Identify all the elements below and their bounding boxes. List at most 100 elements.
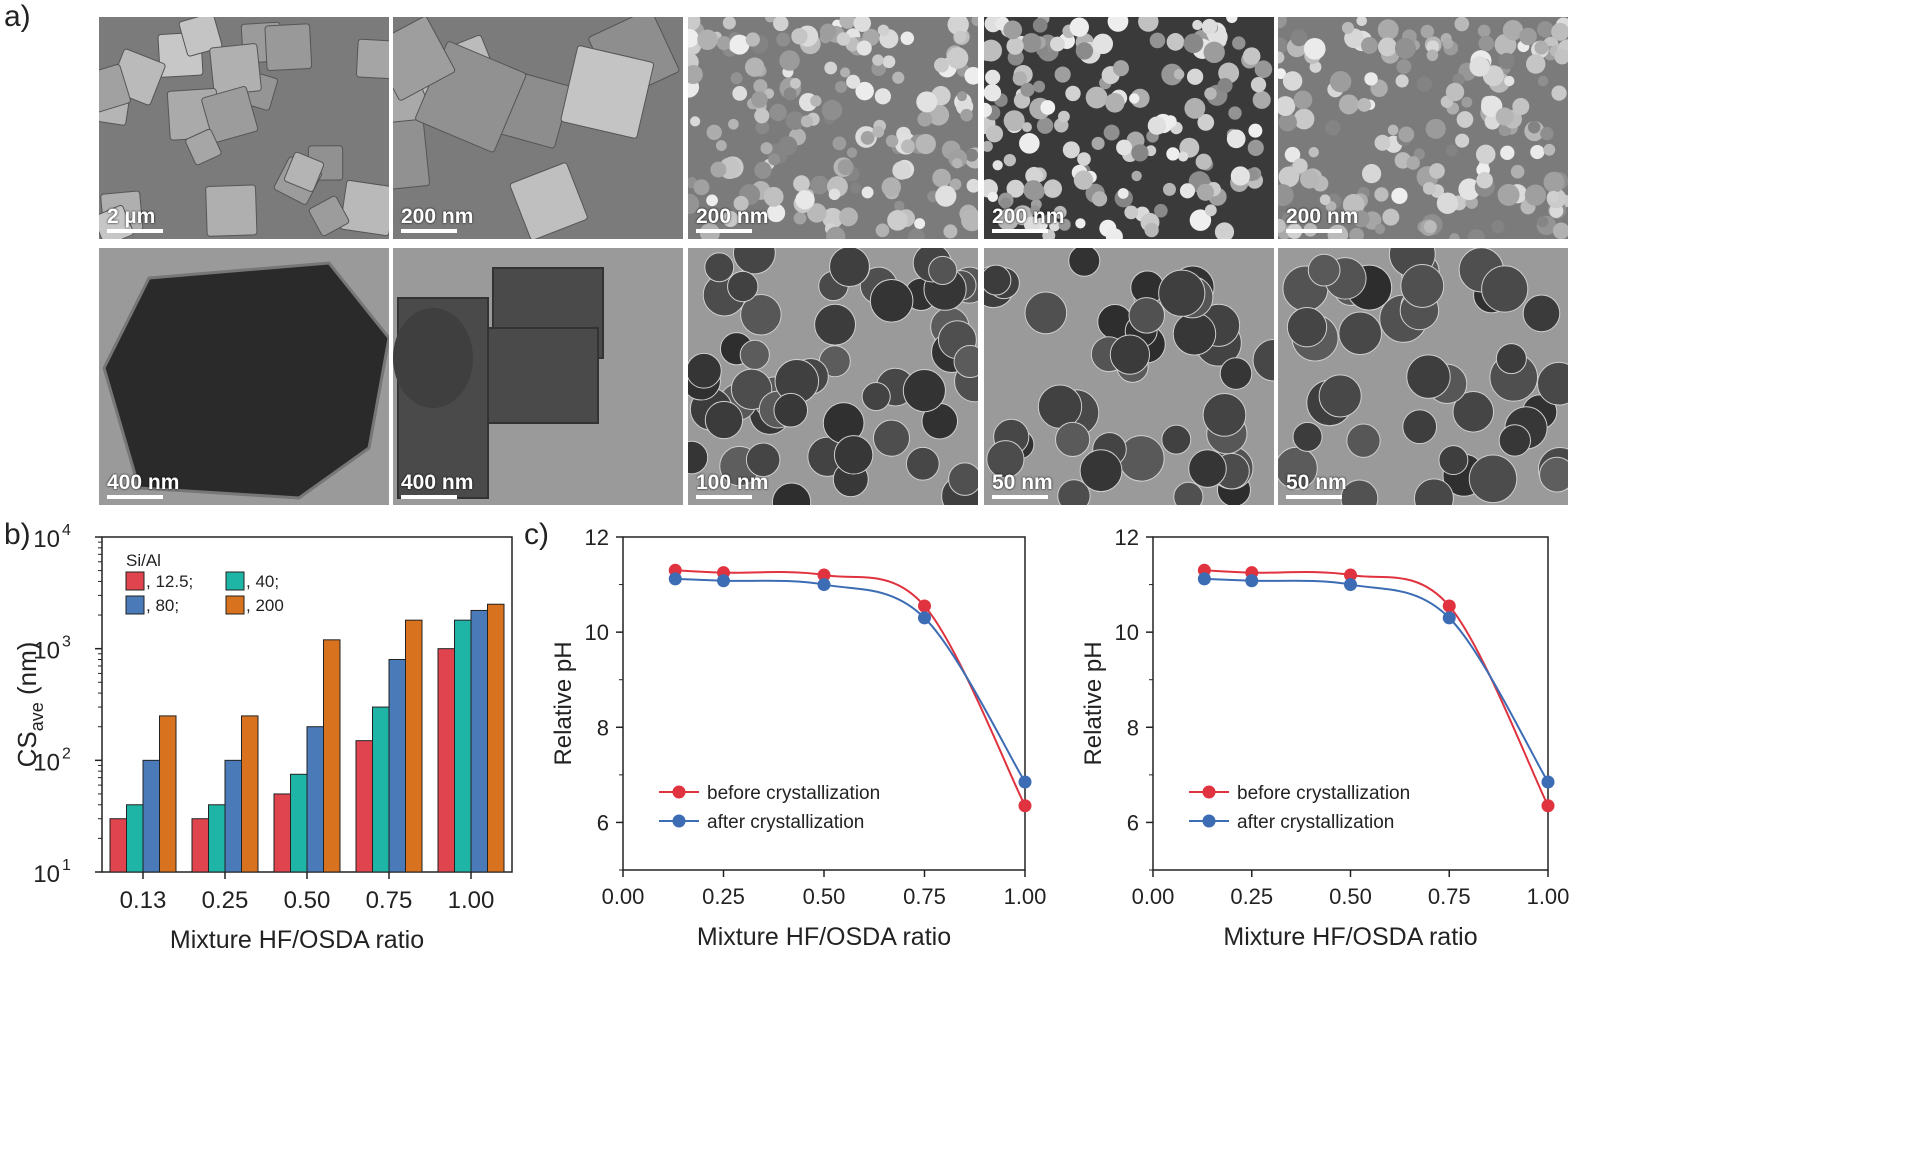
x-tick-label: 0.00 bbox=[1132, 884, 1175, 909]
particle-shape bbox=[1006, 37, 1024, 55]
particle-shape bbox=[1124, 205, 1139, 220]
particle-shape bbox=[971, 17, 978, 27]
particle-shape bbox=[900, 31, 915, 46]
particle-shape bbox=[1217, 77, 1233, 94]
particle-shape bbox=[1394, 37, 1416, 59]
particle-shape bbox=[1203, 41, 1225, 64]
data-point bbox=[918, 611, 931, 625]
particle-shape bbox=[935, 185, 957, 207]
particle-shape bbox=[1183, 33, 1204, 54]
particle-shape bbox=[986, 440, 1025, 479]
particle-shape bbox=[943, 224, 958, 239]
particle-shape bbox=[1252, 90, 1271, 109]
particle-shape bbox=[1398, 126, 1415, 143]
particle-shape bbox=[1445, 144, 1458, 157]
scale-bar bbox=[992, 495, 1048, 499]
particle-shape bbox=[1242, 47, 1261, 65]
particle-shape bbox=[1230, 166, 1250, 186]
particle-shape bbox=[1436, 192, 1459, 214]
particle-shape bbox=[1395, 74, 1409, 88]
x-tick-label: 0.75 bbox=[1428, 884, 1471, 909]
particle-shape bbox=[739, 339, 770, 370]
particle-shape bbox=[1387, 124, 1399, 136]
particle-shape bbox=[763, 186, 784, 207]
particle-shape bbox=[1377, 19, 1399, 41]
y-axis-label: CSave (nm) bbox=[12, 642, 47, 768]
particle-shape bbox=[1445, 82, 1465, 102]
particle-shape bbox=[1032, 18, 1048, 33]
sem-micrograph-4: 200 nm bbox=[984, 17, 1274, 239]
particle-shape bbox=[1319, 194, 1331, 206]
sem-micrograph-1: 2 µm bbox=[99, 17, 389, 239]
particle-shape bbox=[1374, 223, 1386, 235]
particle-shape bbox=[1109, 334, 1151, 375]
particle-shape bbox=[1232, 36, 1246, 50]
particle-shape bbox=[1527, 121, 1541, 134]
particle-shape bbox=[688, 440, 709, 475]
scale-bar-label: 2 µm bbox=[107, 205, 156, 228]
tem-micrograph-4: 50 nm bbox=[984, 248, 1274, 505]
particle-shape bbox=[688, 17, 701, 32]
y-tick-label: 8 bbox=[1127, 715, 1139, 740]
particle-shape bbox=[902, 369, 946, 413]
particle-shape bbox=[855, 81, 874, 101]
particle-shape bbox=[1003, 153, 1016, 167]
scale-bar-label: 50 nm bbox=[992, 471, 1053, 494]
particle-shape bbox=[688, 65, 703, 85]
particle-shape bbox=[1318, 374, 1362, 418]
particle-shape bbox=[1006, 179, 1025, 198]
crystal-shape bbox=[339, 179, 389, 237]
particle-shape bbox=[1356, 17, 1367, 27]
particle-shape bbox=[1300, 169, 1319, 189]
particle-shape bbox=[697, 29, 718, 50]
particle-shape bbox=[1037, 384, 1083, 429]
sem-micrograph-5: 200 nm bbox=[1278, 17, 1568, 239]
particle-shape bbox=[1247, 139, 1264, 156]
particle-shape bbox=[1284, 146, 1301, 163]
particle-shape bbox=[1426, 49, 1439, 62]
particle-shape bbox=[1254, 60, 1273, 79]
particle-shape bbox=[1469, 56, 1490, 77]
particle-shape bbox=[961, 209, 978, 232]
particle-shape bbox=[1184, 97, 1206, 119]
particle-shape bbox=[1179, 183, 1195, 199]
particle-shape bbox=[1500, 145, 1515, 161]
bar bbox=[159, 715, 177, 873]
particle-shape bbox=[1116, 139, 1132, 156]
particle-shape bbox=[1192, 19, 1203, 31]
x-axis-label: Mixture HF/OSDA ratio bbox=[170, 926, 424, 954]
particle-shape bbox=[814, 303, 856, 346]
particle-shape bbox=[1495, 107, 1514, 126]
particle-shape bbox=[1091, 136, 1105, 150]
particle-shape bbox=[1361, 37, 1378, 54]
particle-shape bbox=[1003, 110, 1025, 132]
legend-marker bbox=[672, 814, 686, 828]
crystal-shape bbox=[509, 162, 588, 239]
particle-shape bbox=[960, 108, 973, 122]
x-tick-label: 0.50 bbox=[284, 887, 331, 914]
particle-shape bbox=[1003, 20, 1023, 40]
particle-shape bbox=[1091, 191, 1108, 207]
x-tick-label: 1.00 bbox=[1527, 884, 1570, 909]
y-tick-exponent: 1 bbox=[62, 857, 71, 874]
particle-shape bbox=[776, 32, 791, 47]
particle-shape bbox=[1338, 311, 1383, 356]
particle-shape bbox=[839, 207, 858, 227]
line-chart-ph-right: 6 8 10 12 0.00 0.25 0.50 0.75 1.00 Relative pH Mix… bbox=[1080, 525, 1570, 951]
particle-shape bbox=[1281, 210, 1299, 227]
y-tick-label: 10 bbox=[585, 620, 609, 645]
sem-micrograph-2: 200 nm bbox=[393, 17, 683, 239]
scale-bar-label: 400 nm bbox=[401, 471, 474, 494]
x-axis-label: Mixture HF/OSDA ratio bbox=[1223, 923, 1477, 951]
legend-swatch bbox=[125, 571, 145, 591]
particle-shape bbox=[766, 203, 786, 223]
particle-shape bbox=[1043, 214, 1055, 225]
particle-shape bbox=[984, 102, 992, 118]
particle-shape bbox=[997, 208, 1019, 231]
particle-shape bbox=[764, 17, 776, 23]
particle-shape bbox=[872, 125, 885, 138]
particle-shape bbox=[1423, 220, 1437, 234]
particle-shape bbox=[1374, 134, 1391, 151]
particle-shape bbox=[887, 210, 908, 231]
particle-shape bbox=[1248, 123, 1263, 138]
